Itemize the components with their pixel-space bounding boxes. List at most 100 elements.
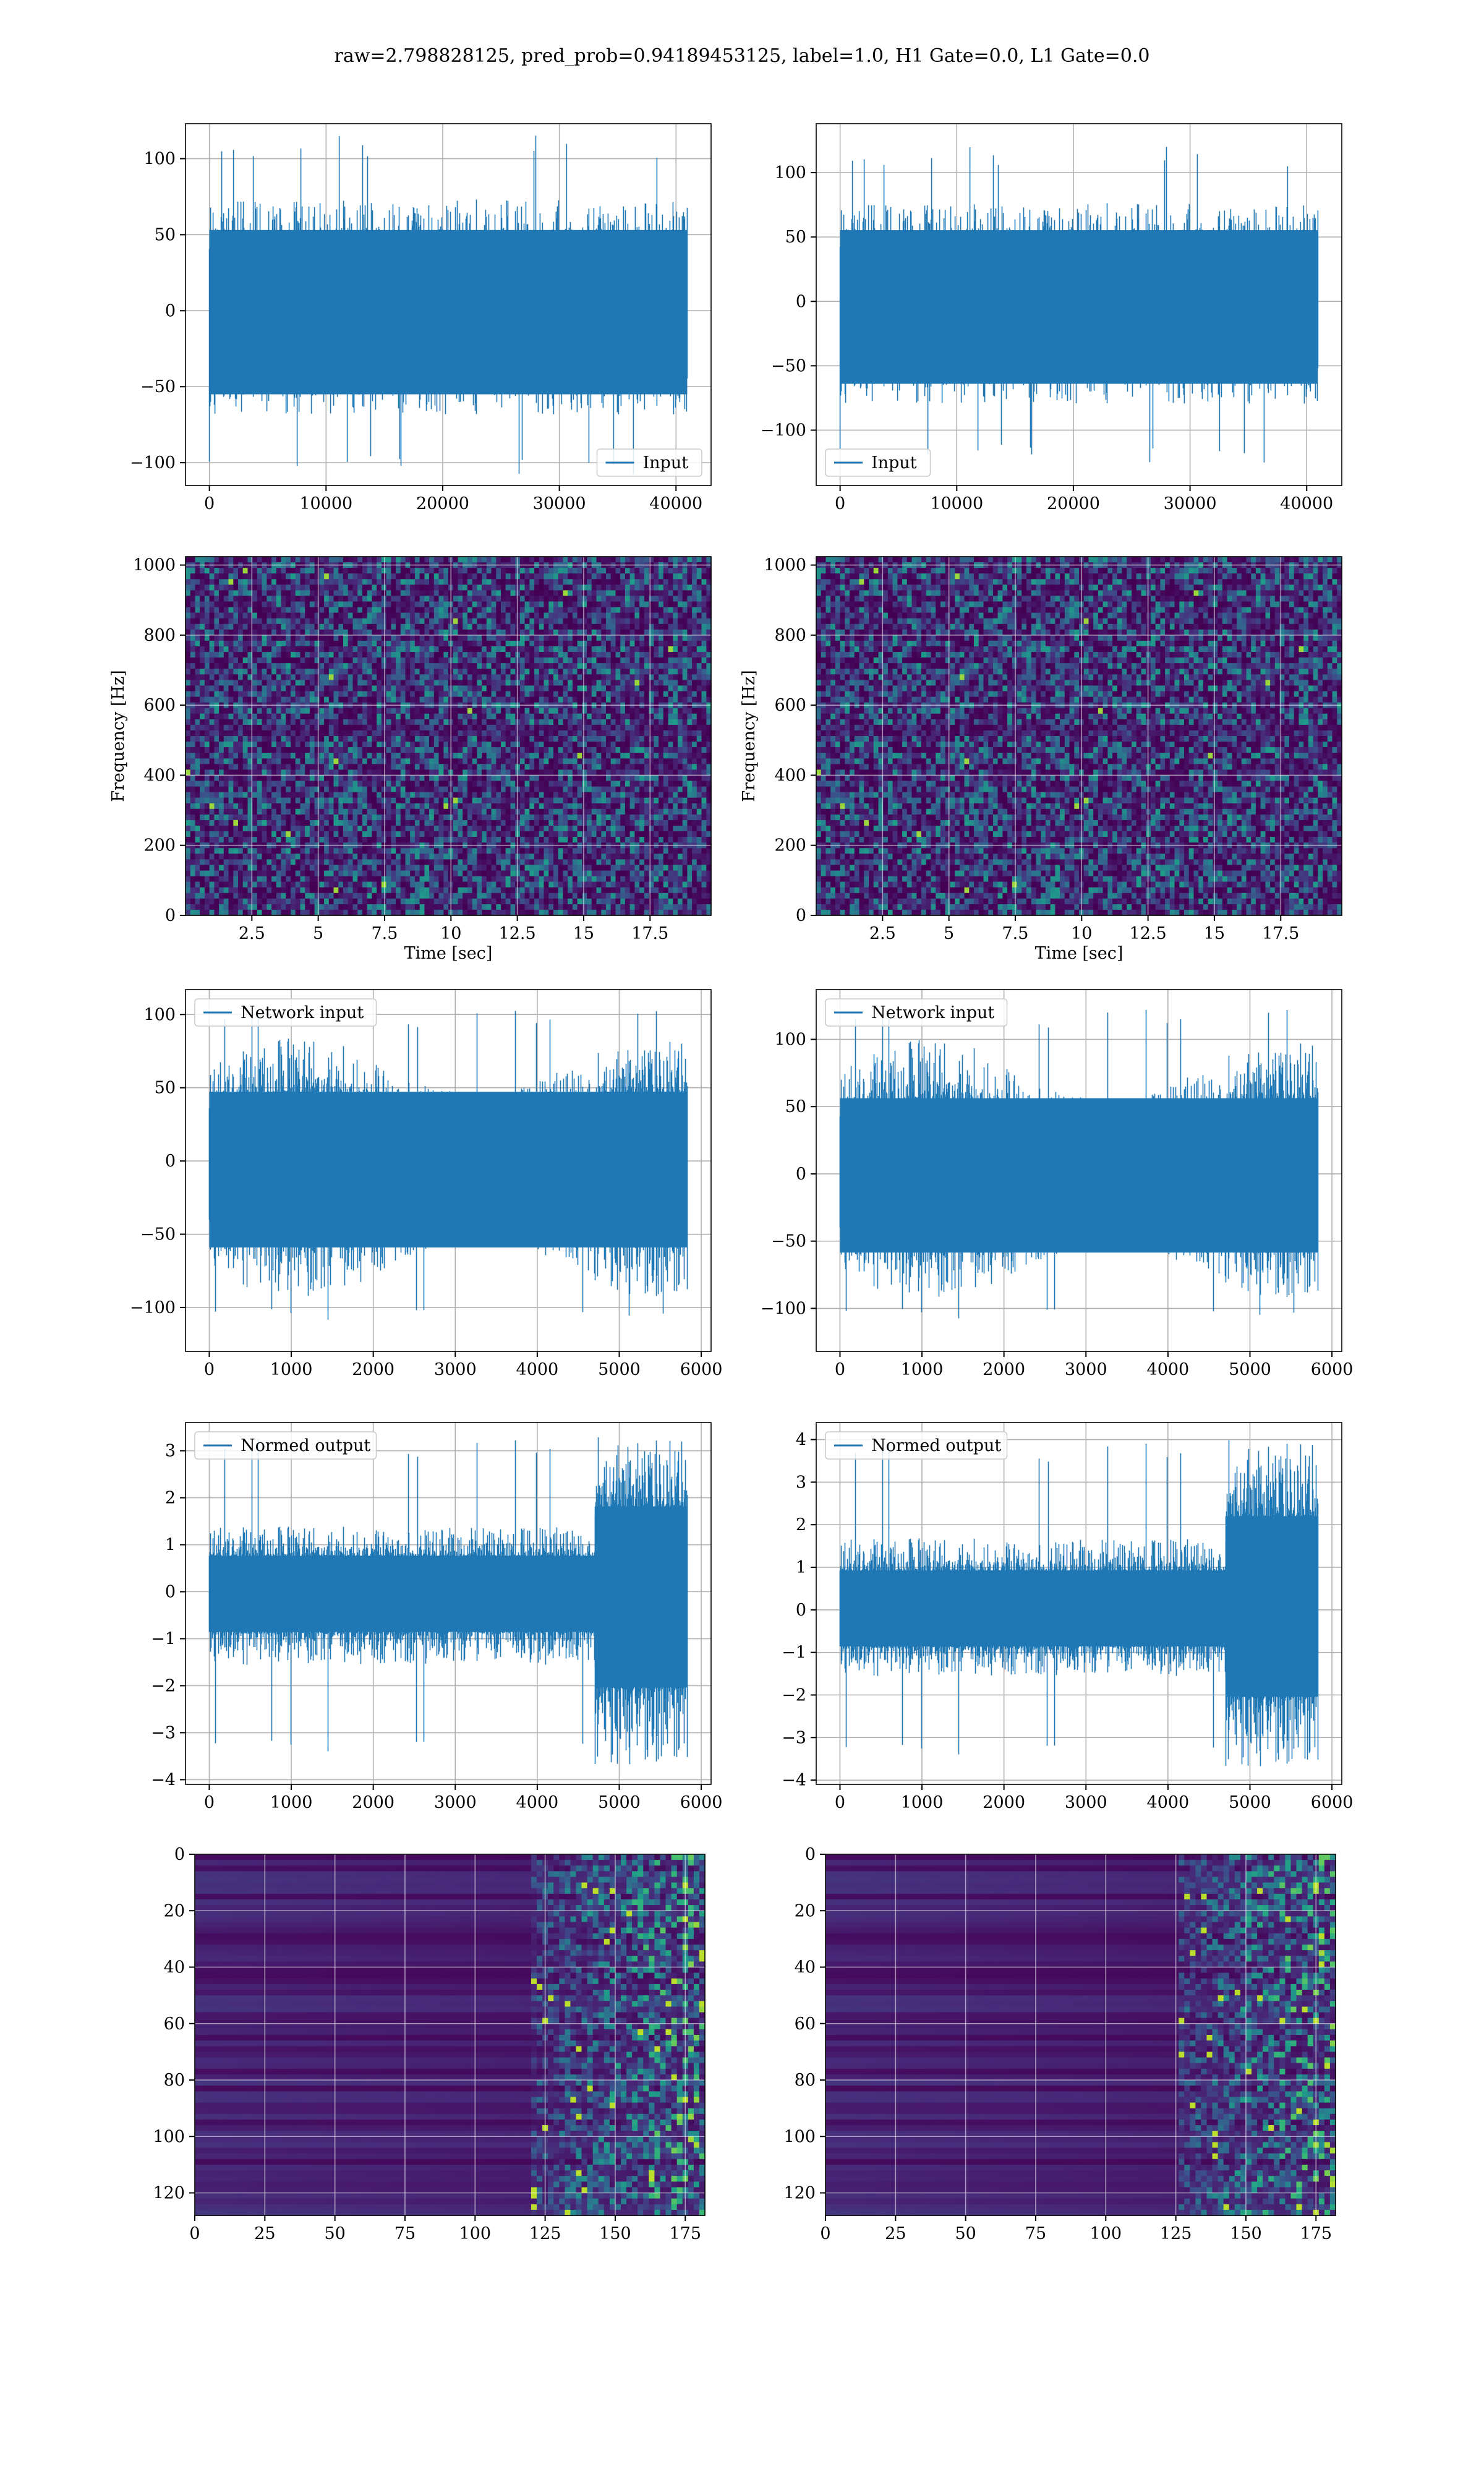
heatmap-cell — [524, 584, 530, 591]
heatmap-cell — [706, 646, 712, 653]
heatmap-cell — [606, 590, 612, 597]
heatmap-cell — [458, 590, 463, 597]
heatmap-cell — [433, 758, 440, 764]
heatmap-cell — [496, 635, 501, 641]
heatmap-cell — [606, 753, 612, 759]
heatmap-cell — [367, 713, 372, 720]
heatmap-cell — [591, 775, 597, 782]
heatmap-cell — [496, 797, 501, 804]
heatmap-cell — [606, 685, 612, 692]
heatmap-cell — [577, 596, 582, 602]
heatmap-cell — [186, 775, 191, 782]
heatmap-cell — [596, 635, 602, 641]
heatmap-cell — [501, 623, 506, 630]
heatmap-cell — [548, 623, 554, 630]
heatmap-cell — [519, 792, 526, 798]
heatmap-cell — [319, 775, 325, 782]
heatmap-cell — [677, 792, 683, 798]
heatmap-cell — [291, 590, 296, 597]
heatmap-cell — [687, 747, 693, 753]
heatmap-cell — [491, 764, 497, 770]
heatmap-cell — [271, 797, 277, 804]
heatmap-cell — [438, 730, 444, 737]
heatmap-cell — [267, 713, 272, 720]
heatmap-cell — [242, 742, 248, 748]
heatmap-cell — [247, 669, 253, 675]
heatmap-cell — [419, 629, 425, 636]
heatmap-cell — [477, 584, 482, 591]
heatmap-cell — [629, 674, 635, 680]
heatmap-cell — [463, 719, 468, 726]
heatmap-cell — [414, 685, 420, 692]
heatmap-cell — [659, 736, 664, 742]
heatmap-cell — [319, 590, 325, 597]
heatmap-cell — [429, 663, 435, 669]
heatmap-cell — [242, 674, 248, 680]
heatmap-cell — [209, 719, 215, 726]
heatmap-cell — [629, 652, 635, 658]
heatmap-cell — [453, 696, 458, 703]
heatmap-cell — [639, 584, 645, 591]
heatmap-cell — [190, 596, 195, 602]
heatmap-cell — [663, 724, 668, 731]
heatmap-cell — [438, 742, 444, 748]
heatmap-cell — [352, 607, 358, 614]
heatmap-cell — [438, 584, 444, 591]
heatmap-cell — [362, 629, 368, 636]
heatmap-cell — [548, 612, 554, 619]
heatmap-cell — [372, 573, 377, 580]
heatmap-cell — [644, 775, 650, 782]
heatmap-cell — [209, 708, 215, 714]
heatmap-cell — [276, 742, 282, 748]
heatmap-cell — [424, 596, 430, 602]
heatmap-cell — [190, 601, 195, 608]
heatmap-cell — [539, 568, 545, 574]
heatmap-cell — [482, 803, 487, 810]
heatmap-cell — [414, 596, 420, 602]
legend: Input — [596, 448, 702, 477]
heatmap-cell — [195, 753, 200, 759]
heatmap-cell — [453, 775, 458, 782]
heatmap-cell — [429, 764, 435, 770]
heatmap-cell — [529, 652, 535, 658]
heatmap-cell — [529, 635, 535, 641]
heatmap-cell — [300, 618, 305, 625]
heatmap-cell — [682, 775, 688, 782]
heatmap-cell — [372, 713, 377, 720]
heatmap-cell — [271, 747, 277, 753]
heatmap-cell — [291, 618, 296, 625]
heatmap-cell — [204, 607, 210, 614]
heatmap-cell — [219, 742, 224, 748]
heatmap-cell — [482, 781, 487, 787]
heatmap-cell — [200, 584, 205, 591]
heatmap-cell — [410, 635, 416, 641]
heatmap-cell — [262, 607, 267, 614]
heatmap-cell — [644, 792, 650, 798]
heatmap-cell — [572, 657, 578, 664]
heatmap-cell — [381, 618, 387, 625]
heatmap-cell — [391, 708, 396, 714]
heatmap-cell — [419, 680, 425, 687]
heatmap-cell — [572, 669, 578, 675]
heatmap-cell — [706, 657, 712, 664]
heatmap-cell — [214, 590, 220, 597]
heatmap-cell — [668, 781, 673, 787]
heatmap-cell — [324, 573, 330, 580]
heatmap-cell — [372, 775, 377, 782]
heatmap-cell — [582, 623, 587, 630]
heatmap-cell — [558, 758, 563, 764]
heatmap-cell — [195, 573, 200, 580]
heatmap-cell — [706, 786, 712, 793]
heatmap-cell — [620, 719, 626, 726]
heatmap-cell — [467, 696, 473, 703]
heatmap-cell — [649, 635, 654, 641]
heatmap-cell — [582, 758, 587, 764]
heatmap-cell — [491, 590, 497, 597]
heatmap-cell — [524, 713, 530, 720]
heatmap-cell — [505, 685, 511, 692]
heatmap-cell — [209, 601, 215, 608]
heatmap-cell — [190, 696, 195, 703]
heatmap-cell — [291, 708, 296, 714]
heatmap-cell — [295, 646, 301, 653]
heatmap-cell — [692, 730, 697, 737]
